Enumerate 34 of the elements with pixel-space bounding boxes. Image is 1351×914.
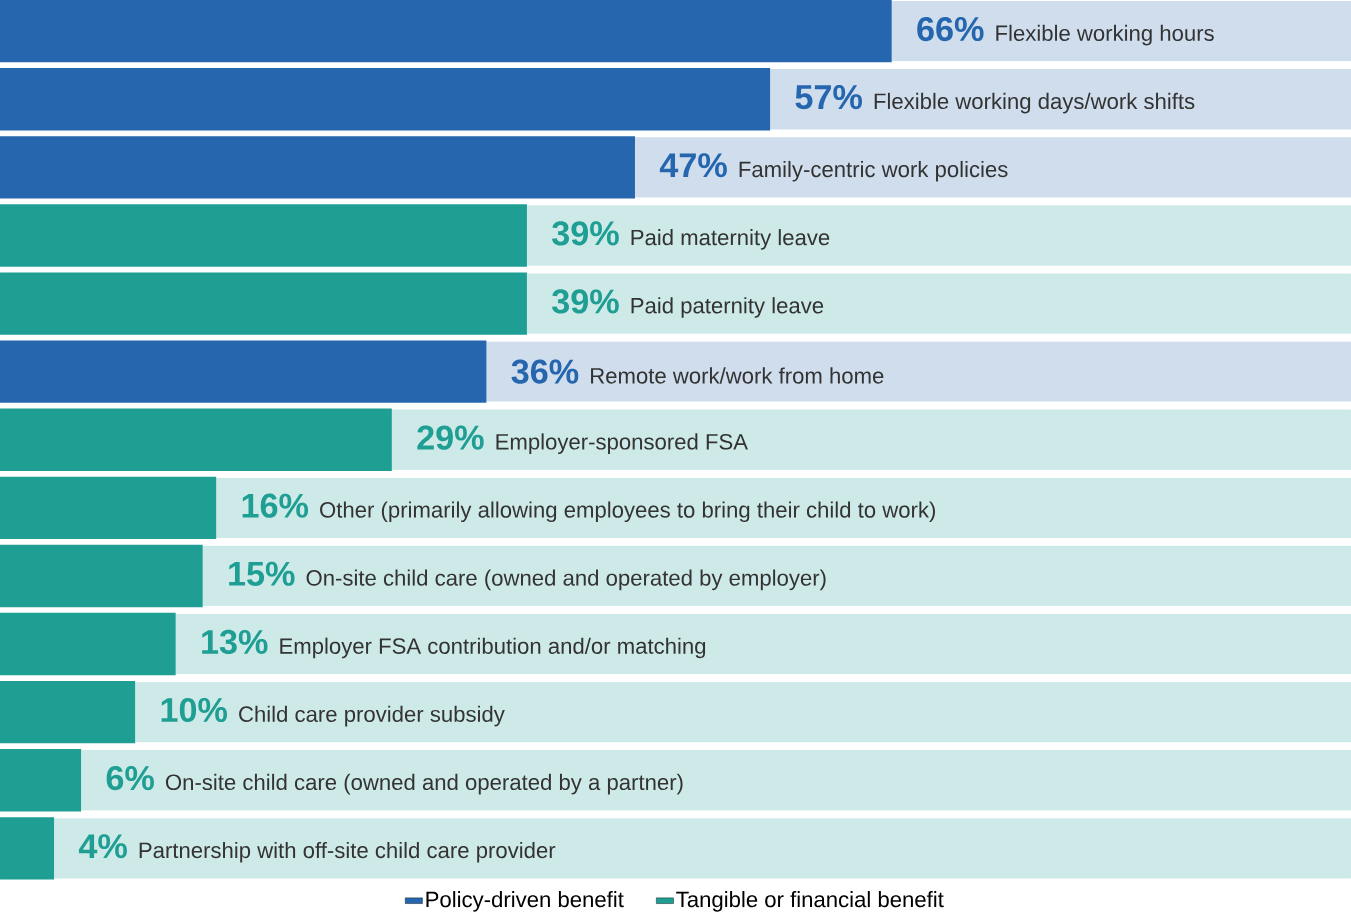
y-tick-label: Employer FSA contribution and/or matching	[280, 637, 706, 659]
y-tick-label: Paid paternity leave	[631, 296, 824, 318]
y-tick-label: Employer-sponsored FSA	[496, 433, 748, 454]
data-label: 13%	[202, 629, 268, 654]
data-label: 10%	[161, 697, 228, 722]
bar	[0, 476, 217, 539]
legend-label: Tangible or financial benefit	[676, 890, 944, 912]
y-tick-label: Flexible working days/work shifts	[874, 92, 1195, 114]
data-label: 36%	[511, 359, 579, 384]
bar	[0, 612, 176, 676]
data-label: 47%	[659, 152, 727, 178]
y-tick-label: Family-centric work policies	[739, 160, 1008, 182]
data-label: 16%	[242, 493, 309, 518]
y-tick-label: Paid maternity leave	[631, 228, 830, 250]
data-label: 57%	[795, 84, 862, 110]
y-tick-label: On-site child care (owned and operated by employer)	[306, 569, 826, 590]
bar	[0, 816, 55, 880]
y-tick-label: On-site child care (owned and operated by a partner)	[165, 773, 683, 795]
y-tick-label: Child care provider subsidy	[239, 705, 505, 727]
y-tick-label: Partnership with off-site child care provider	[139, 841, 556, 863]
bar	[0, 544, 203, 607]
bar	[0, 680, 136, 744]
data-label: 15%	[229, 561, 295, 586]
y-tick-label: Remote work/work from home	[591, 367, 884, 384]
data-label: 66%	[917, 16, 984, 41]
legend-label: Policy-driven benefit	[426, 890, 624, 912]
bar	[0, 748, 82, 812]
data-label: 6%	[106, 765, 154, 791]
y-tick-label: Other (primarily allowing employees to bring their child to work)	[320, 501, 935, 522]
data-label: 29%	[417, 425, 484, 450]
data-label: 4%	[78, 833, 127, 858]
data-label: 39%	[552, 289, 619, 314]
data-label: 39%	[552, 221, 619, 246]
y-tick-label: Flexible working hours	[996, 24, 1214, 46]
